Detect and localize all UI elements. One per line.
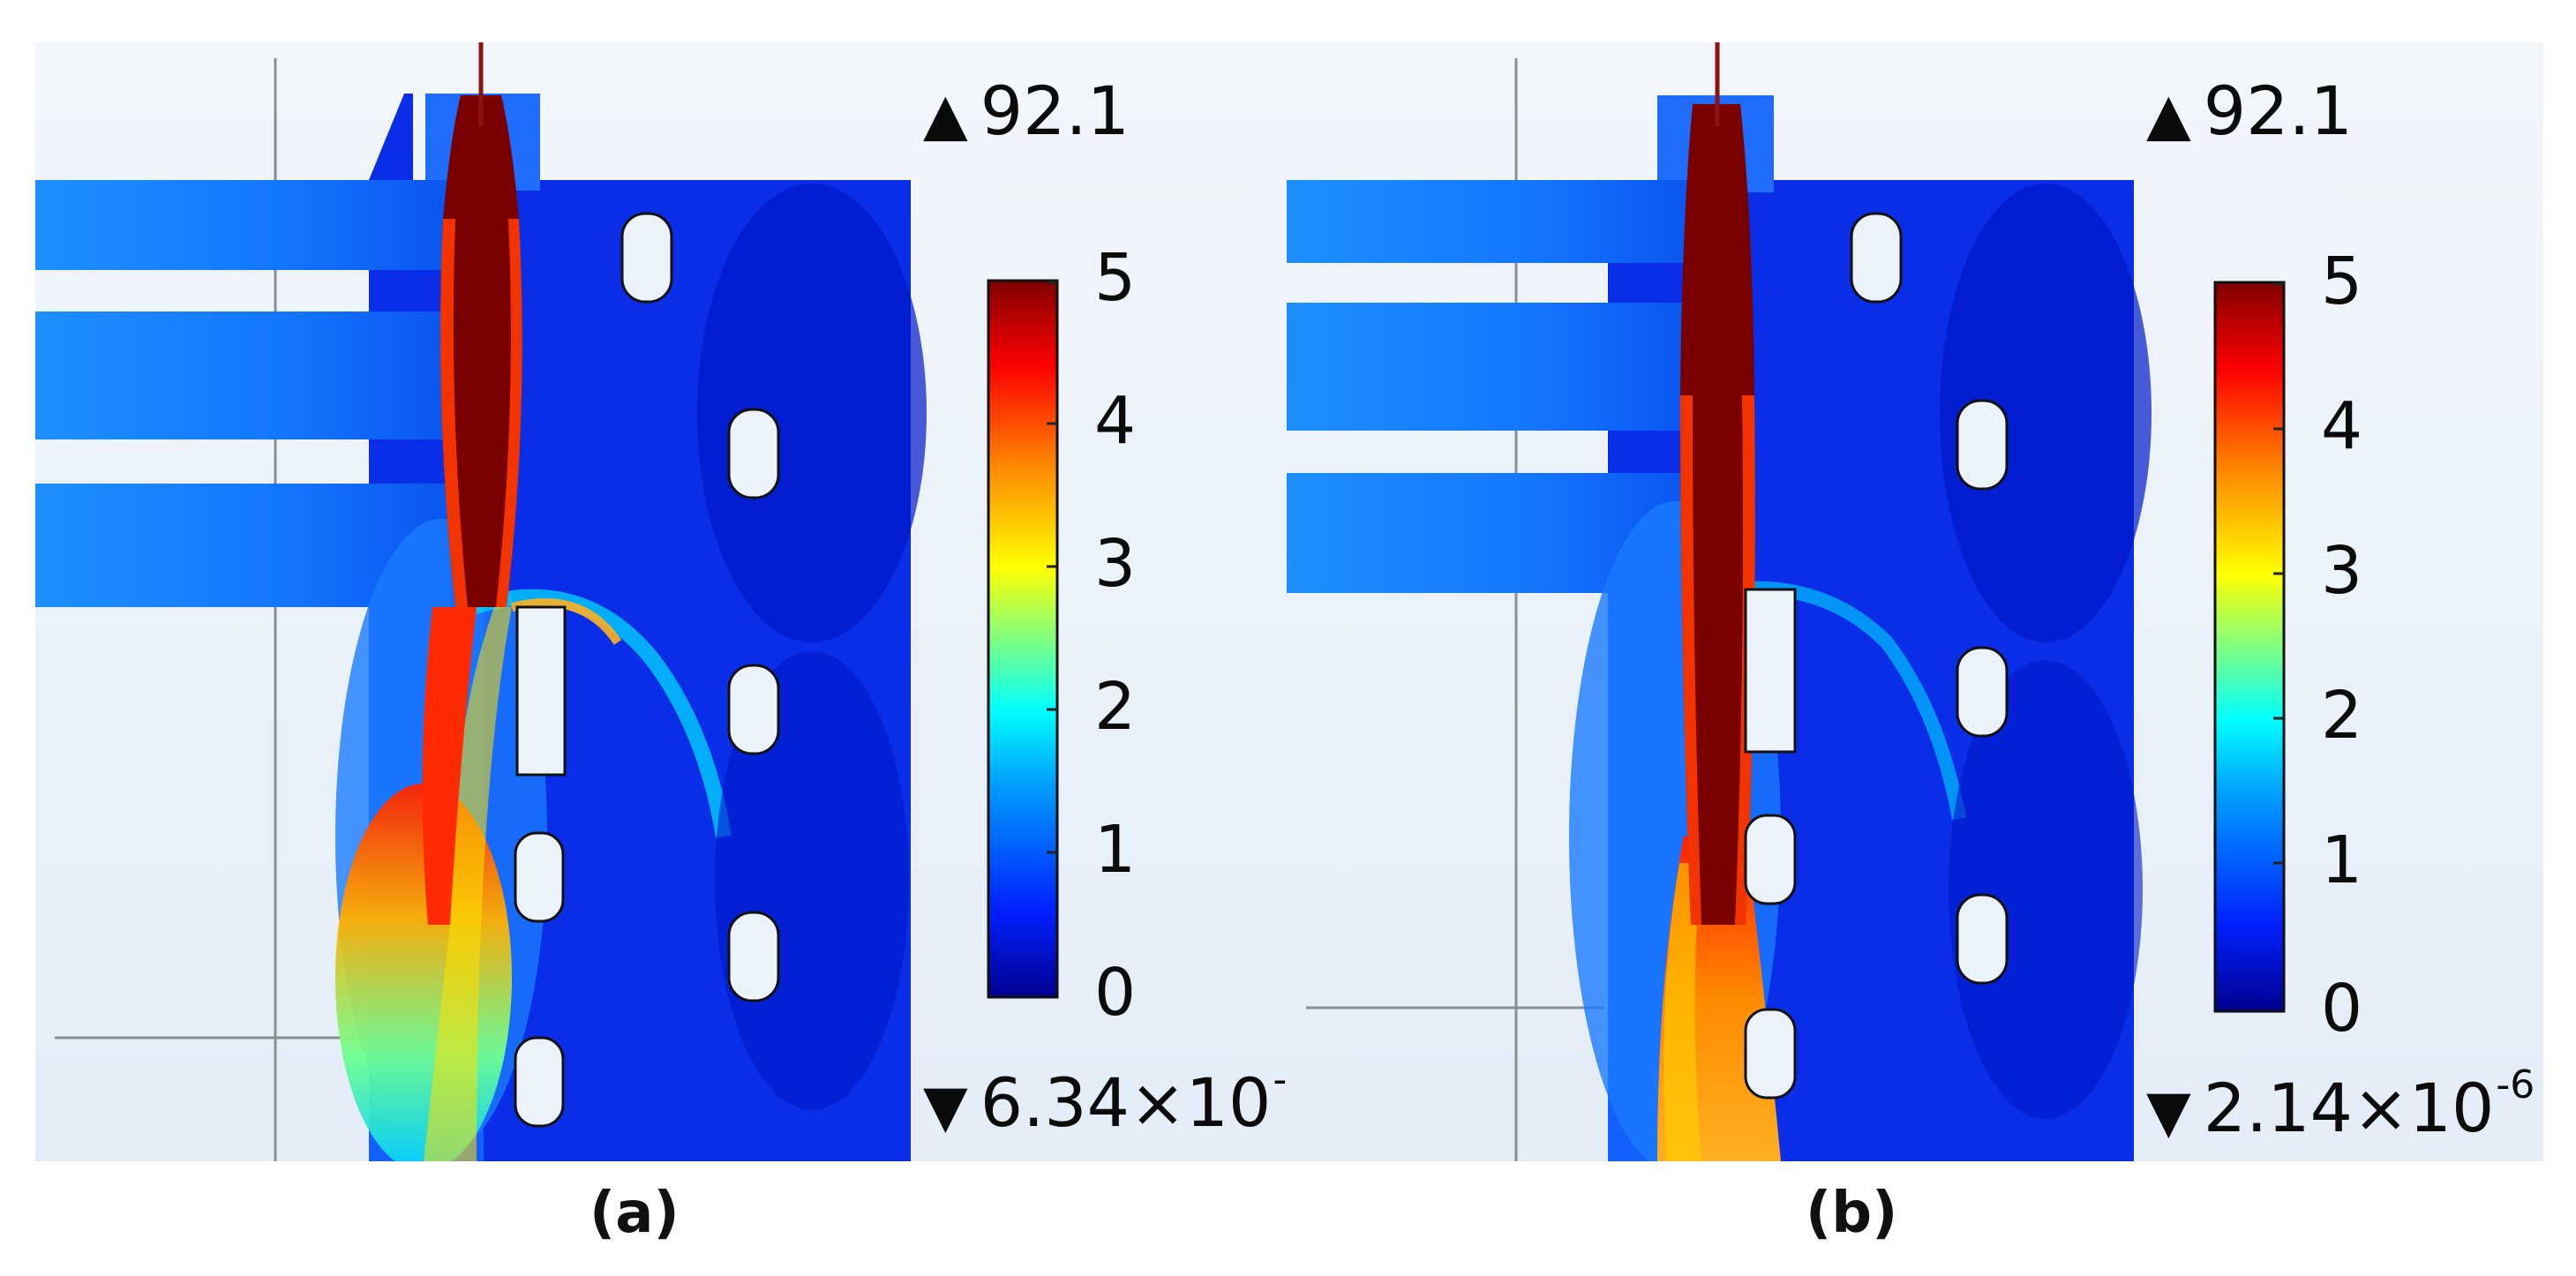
slot <box>515 605 567 777</box>
colorbar-tick-label: 3 <box>2321 533 2363 609</box>
slot <box>1956 399 2009 491</box>
min-value: 2.14×10 <box>2203 1069 2495 1147</box>
min-value: 6.34×10 <box>980 1063 1272 1142</box>
colorbar <box>987 279 1059 999</box>
slot <box>1956 646 2009 738</box>
slot <box>727 408 780 499</box>
slot <box>727 911 780 1002</box>
min-exponent: -6 <box>2496 1062 2535 1107</box>
colorbar-tick-label: 1 <box>2321 822 2363 898</box>
triangle-up-icon: ▲ <box>923 80 968 148</box>
colorbar-tick-label: 2 <box>1094 669 1137 745</box>
slots <box>1744 212 2009 1100</box>
triangle-down-icon: ▼ <box>923 1072 968 1140</box>
domain-body <box>1287 42 2152 1161</box>
colorbar-tick-label: 2 <box>2321 678 2363 754</box>
slot <box>1744 1008 1797 1100</box>
slot <box>1744 814 1797 905</box>
min-label: ▼ 2.14×10-6 <box>2146 1066 2535 1145</box>
colorbar <box>2213 281 2286 1013</box>
colorbar-gradient <box>2213 281 2286 1013</box>
domain-body <box>35 42 927 1161</box>
colorbar-tick-label: 5 <box>1094 240 1137 316</box>
slot <box>1744 588 1797 754</box>
slot <box>1850 212 1903 304</box>
max-label: ▲ 92.1 <box>923 78 1130 145</box>
panel-b: ▲ 92.1 ▼ 2.14×10-6 5 4 3 2 1 0 <box>1287 42 2543 1161</box>
triangle-down-icon: ▼ <box>2146 1077 2191 1145</box>
slot <box>514 831 565 923</box>
slot <box>620 212 673 304</box>
colorbar-tick-label: 0 <box>2321 971 2363 1047</box>
colorbar-gradient <box>987 279 1059 999</box>
max-value: 92.1 <box>980 71 1130 150</box>
caption-a: (a) <box>590 1181 680 1246</box>
colorbar-tick-label: 0 <box>1094 955 1137 1031</box>
colorbar-tick-label: 3 <box>1094 526 1137 602</box>
min-label: ▼6.34×10-6 <box>923 1061 1287 1140</box>
caption-b: (b) <box>1806 1181 1898 1246</box>
triangle-up-icon: ▲ <box>2146 80 2191 148</box>
min-exponent: -6 <box>1273 1057 1287 1102</box>
max-value: 92.1 <box>2203 71 2353 150</box>
slot <box>727 664 780 755</box>
slot <box>1956 893 2009 985</box>
slot <box>514 1036 565 1128</box>
panel-a: ▲92.1 ▼6.34×10-6 5 4 3 2 1 0 <box>35 42 1287 1161</box>
max-label: ▲ 92.1 <box>2146 78 2353 145</box>
colorbar-tick-label: 4 <box>2321 388 2363 464</box>
panel-a-plot <box>35 42 1059 1161</box>
slots <box>514 212 780 1128</box>
colorbar-tick-label: 4 <box>1094 383 1137 459</box>
colorbar-tick-label: 5 <box>2321 244 2363 319</box>
colorbar-tick-label: 1 <box>1094 812 1137 888</box>
panel-b-plot <box>1287 42 2286 1161</box>
